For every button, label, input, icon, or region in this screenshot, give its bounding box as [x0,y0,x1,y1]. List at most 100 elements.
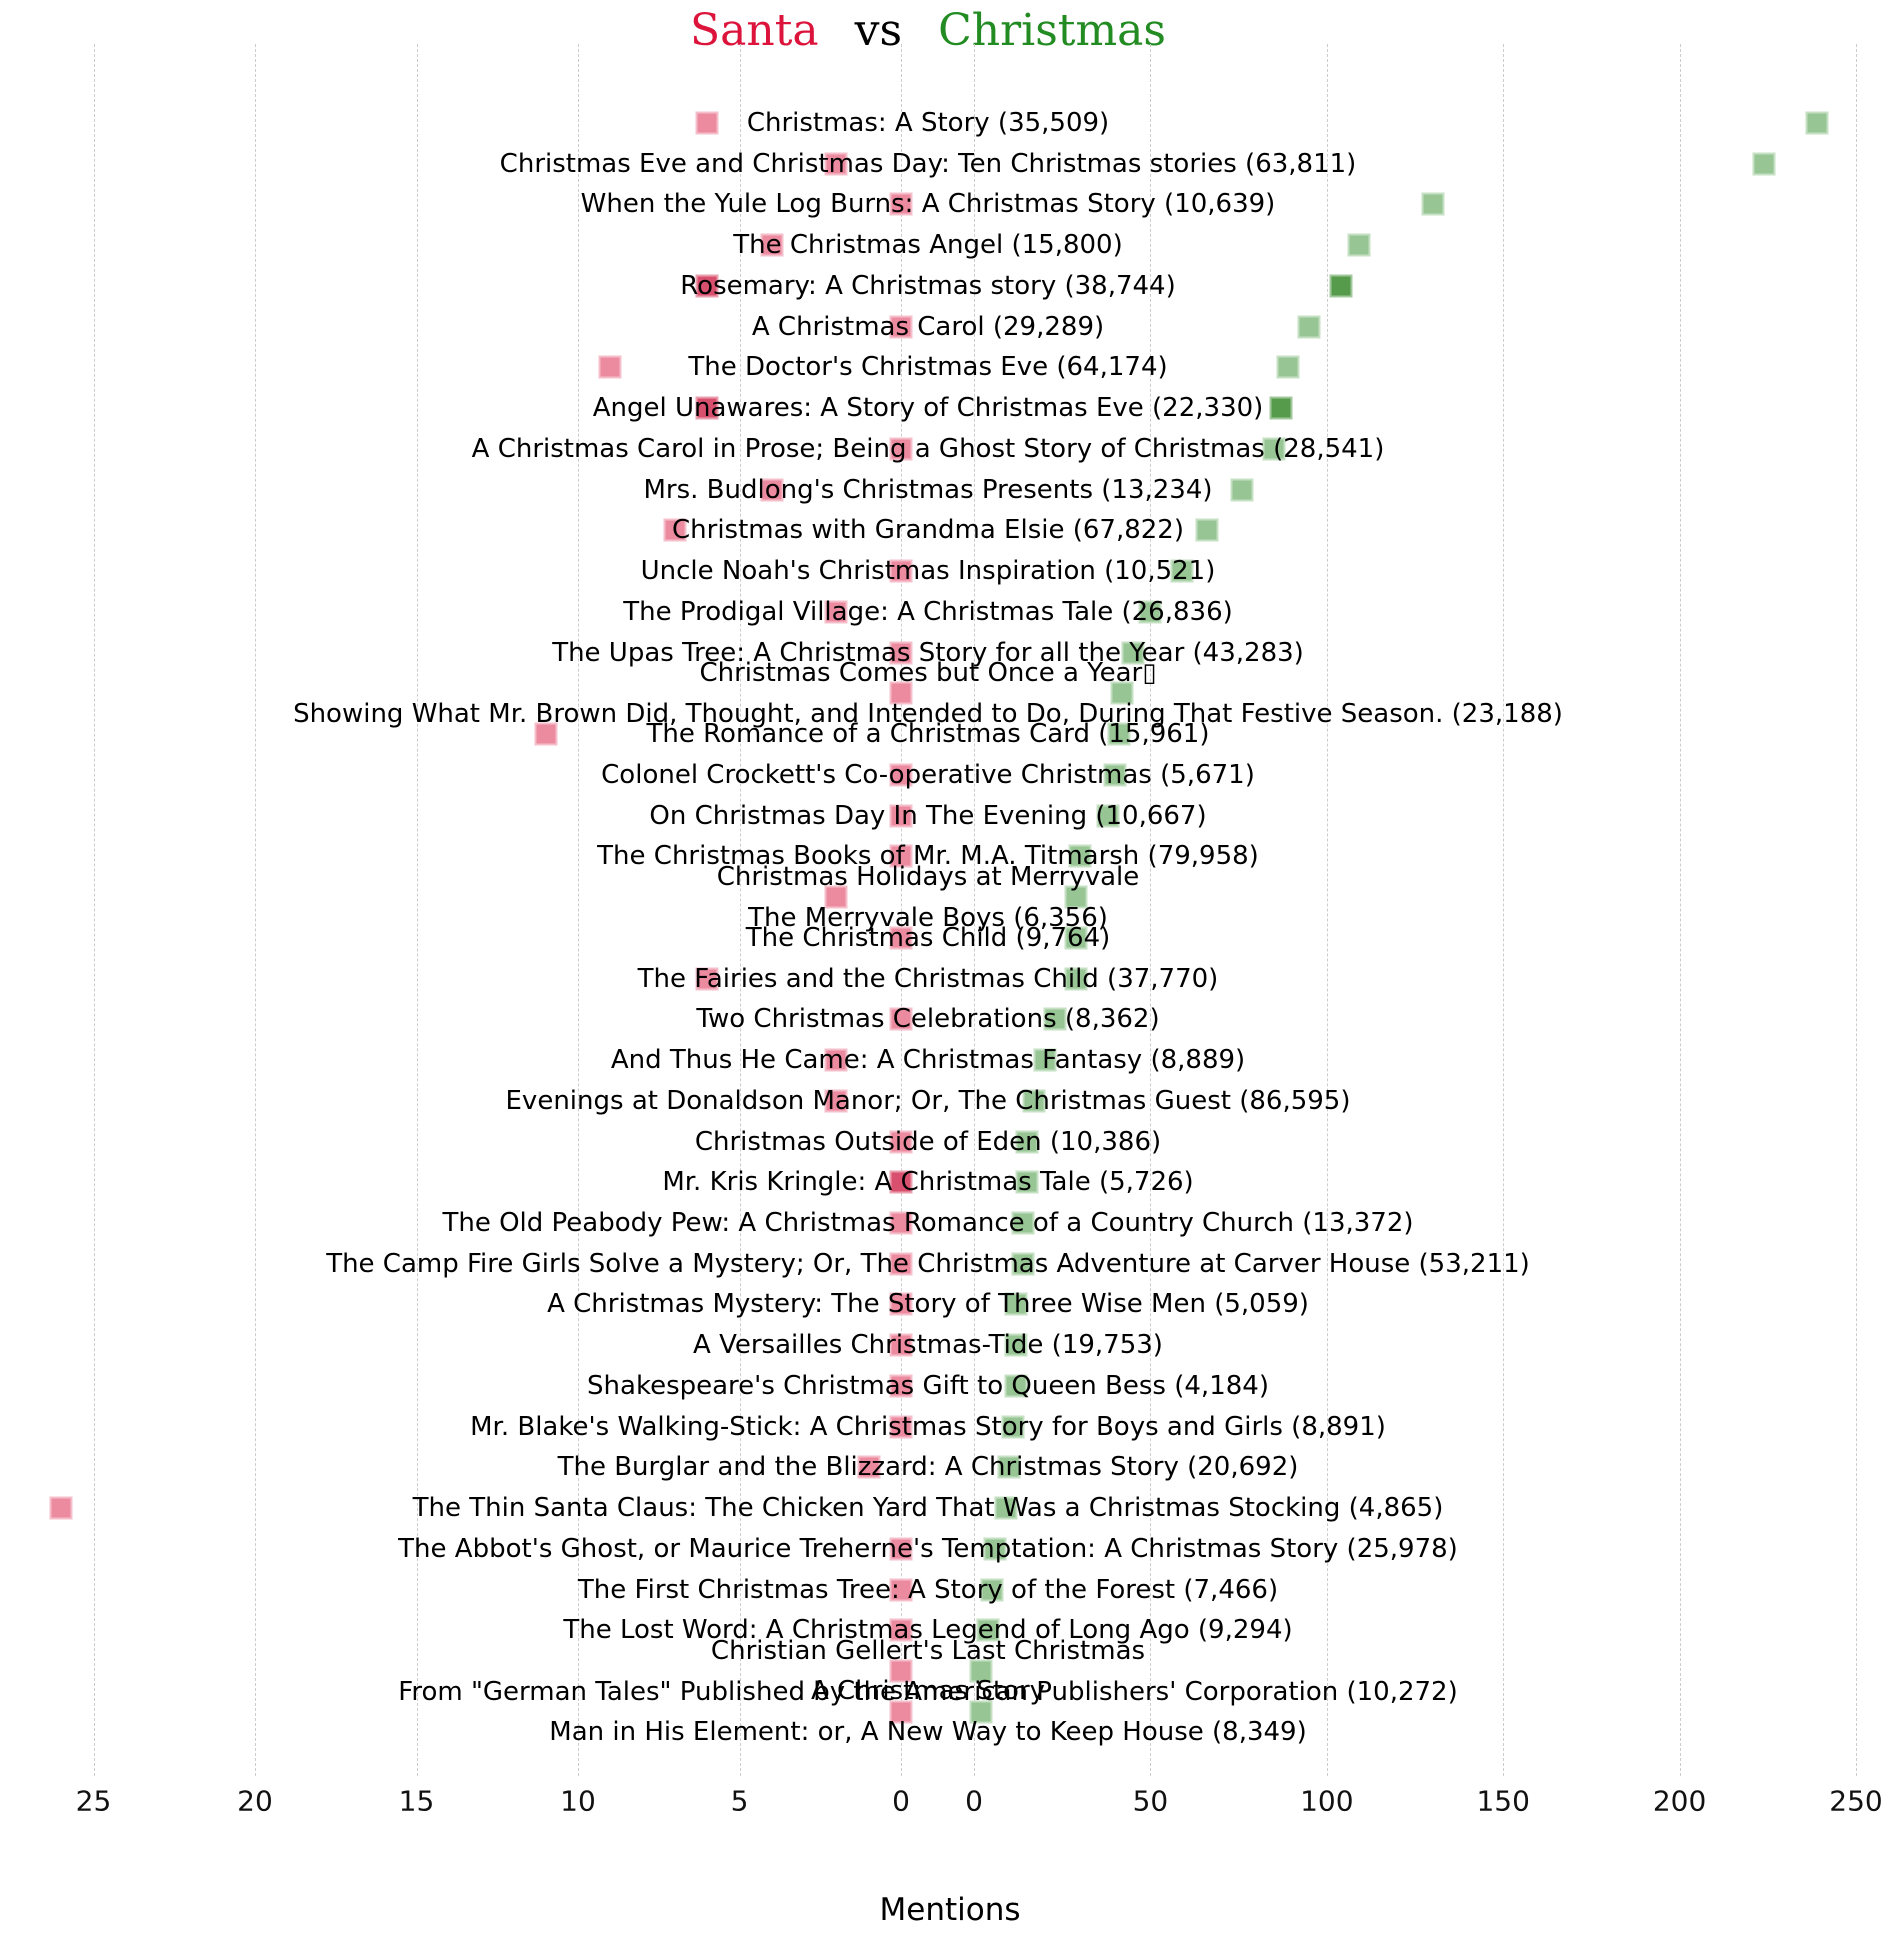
book-label-row-12: Uncle Noah's Christmas Inspiration (10,5… [640,556,1216,587]
christmas-marker-row-34 [997,1455,1021,1479]
book-label-row-37: The First Christmas Tree: A Story of the… [577,1574,1279,1605]
book-label-row-40-line-1: A Christmas Story [810,1676,1046,1707]
christmas-marker-row-37 [980,1578,1004,1602]
christmas-marker-row-13 [1138,600,1162,624]
book-label-row-21: The Christmas Child (9,764) [745,922,1111,953]
book-label-row-24: And Thus He Came: A Christmas Fantasy (8… [610,1045,1246,1076]
tick-christmas-200: 200 [1652,1784,1707,1818]
gridline-santa-25 [93,44,95,1776]
santa-marker-row-15 [889,681,913,705]
santa-marker-row-24 [824,1048,848,1072]
christmas-marker-row-5 [1329,274,1353,298]
book-label-row-15-line-2: Showing What Mr. Brown Did, Thought, and… [293,698,1563,729]
santa-marker-row-25 [824,1089,848,1113]
book-label-row-17: Colonel Crockett's Co-operative Christma… [601,759,1255,790]
book-label-row-4: The Christmas Angel (15,800) [733,230,1123,261]
christmas-marker-row-8 [1269,396,1293,420]
santa-marker-row-17 [889,763,913,787]
christmas-marker-row-30 [1004,1292,1028,1316]
book-label-row-14: The Upas Tree: A Christmas Story for all… [552,637,1304,668]
santa-marker-row-35 [49,1496,73,1520]
santa-marker-row-34 [857,1455,881,1479]
book-label-row-16: The Romance of a Christmas Card (15,961) [646,719,1210,750]
christmas-marker-row-33 [1001,1415,1025,1439]
christmas-marker-row-24 [1033,1048,1057,1072]
santa-marker-row-2 [824,152,848,176]
book-label-row-39-line-2: From "German Tales" Published by the Ame… [398,1676,1458,1707]
santa-marker-row-33 [889,1415,913,1439]
title-vs-word: vs [854,5,903,56]
christmas-marker-row-29 [1011,1252,1035,1276]
santa-marker-row-9 [889,437,913,461]
book-label-row-30: A Christmas Mystery: The Story of Three … [547,1289,1309,1320]
christmas-marker-row-9 [1262,437,1286,461]
book-label-row-36: The Abbot's Ghost, or Maurice Treherne's… [398,1533,1458,1564]
santa-marker-row-27 [889,1170,913,1194]
book-label-row-40-line-2: Man in His Element: or, A New Way to Kee… [549,1717,1307,1748]
book-label-row-18: On Christmas Day In The Evening (10,667) [649,800,1207,831]
book-label-row-13: The Prodigal Village: A Christmas Tale (… [623,596,1233,627]
book-label-row-15-line-1: Christmas Comes but Once a Year▯ [699,657,1157,688]
gridline-santa-10 [578,44,579,1776]
tick-santa-0: 0 [892,1784,910,1818]
santa-marker-row-37 [889,1578,913,1602]
book-label-row-20-line-1: Christmas Holidays at Merryvale [716,861,1140,892]
tick-christmas-50: 50 [1132,1784,1169,1818]
tick-santa-25: 25 [75,1784,112,1818]
christmas-marker-row-27 [1015,1170,1039,1194]
santa-marker-row-39 [889,1659,913,1683]
gridline-santa-20 [255,44,256,1776]
tick-christmas-100: 100 [1300,1784,1354,1818]
santa-marker-row-36 [889,1537,913,1561]
santa-marker-row-6 [889,315,913,339]
santa-marker-row-30 [889,1292,913,1316]
book-label-row-8: Angel Unawares: A Story of Christmas Eve… [592,393,1264,424]
book-label-row-9: A Christmas Carol in Prose; Being a Ghos… [471,433,1385,464]
book-label-row-33: Mr. Blake's Walking-Stick: A Christmas S… [470,1411,1386,1442]
santa-marker-row-20 [824,885,848,909]
book-label-row-19: The Christmas Books of Mr. M.A. Titmarsh… [597,841,1259,872]
santa-marker-row-8 [695,396,719,420]
christmas-marker-row-31 [1004,1333,1028,1357]
santa-marker-row-11 [663,518,687,542]
book-label-row-34: The Burglar and the Blizzard: A Christma… [557,1452,1299,1483]
christmas-marker-row-2 [1752,152,1776,176]
gridline-christmas-0 [974,44,975,1776]
tick-christmas-0: 0 [965,1784,983,1818]
santa-marker-row-12 [889,559,913,583]
santa-marker-row-5 [695,274,719,298]
christmas-marker-row-14 [1121,641,1145,665]
santa-marker-row-16 [534,722,558,746]
santa-marker-row-21 [889,926,913,950]
book-label-row-23: Two Christmas Celebrations (8,362) [696,1004,1160,1035]
tick-santa-5: 5 [730,1784,749,1818]
christmas-marker-row-22 [1064,967,1088,991]
gridline-christmas-50 [1150,44,1152,1776]
book-label-row-35: The Thin Santa Claus: The Chicken Yard T… [412,1493,1444,1524]
gridline-santa-0 [901,44,902,1776]
santa-marker-row-28 [889,1211,913,1235]
santa-marker-row-26 [889,1130,913,1153]
christmas-marker-row-16 [1107,722,1131,746]
christmas-marker-row-32 [1004,1374,1028,1398]
book-label-row-5: Rosemary: A Christmas story (38,744) [680,270,1176,301]
gridline-christmas-250 [1856,44,1857,1776]
title-christmas-word: Christmas [938,5,1166,56]
christmas-marker-row-40 [969,1700,993,1724]
book-label-row-39-line-1: Christian Gellert's Last Christmas [710,1635,1146,1666]
christmas-marker-row-4 [1347,233,1371,257]
tick-santa-20: 20 [237,1784,273,1818]
christmas-marker-row-26 [1015,1130,1039,1153]
tick-santa-10: 10 [560,1784,596,1818]
christmas-marker-row-20 [1064,885,1088,909]
christmas-marker-row-3 [1421,192,1445,216]
title-santa-word: Santa [690,5,819,56]
x-axis-label: Mentions [879,1892,1021,1928]
christmas-marker-row-23 [1043,1007,1067,1031]
book-label-row-27: Mr. Kris Kringle: A Christmas Tale (5,72… [662,1167,1194,1198]
christmas-marker-row-15 [1110,681,1134,705]
tick-santa-15: 15 [398,1784,435,1818]
book-label-row-25: Evenings at Donaldson Manor; Or, The Chr… [505,1085,1351,1116]
christmas-marker-row-10 [1230,478,1254,502]
santa-marker-row-13 [824,600,848,624]
